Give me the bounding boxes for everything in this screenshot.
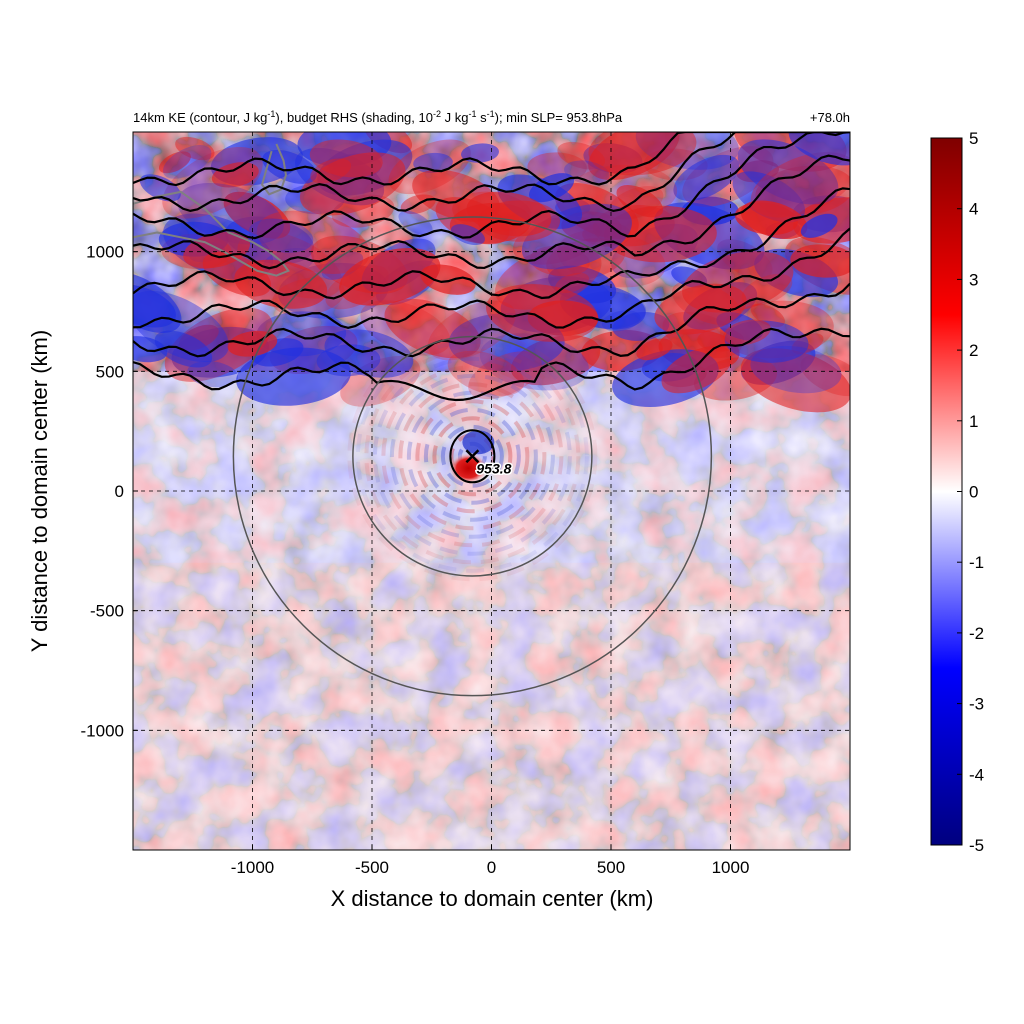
colorbar-tick-label: 0	[969, 483, 978, 502]
title-superscript: -1	[267, 109, 275, 119]
title-superscript: -2	[433, 109, 441, 119]
y-tick-label: 1000	[86, 243, 124, 262]
x-tick-label: -1000	[231, 858, 274, 877]
colorbar-tick-label: -1	[969, 553, 984, 572]
title-superscript: -1	[468, 109, 476, 119]
colorbar-tick-label: -3	[969, 695, 984, 714]
y-tick-label: 0	[115, 482, 124, 501]
chart-title: 14km KE (contour, J kg-1), budget RHS (s…	[133, 109, 623, 125]
colorbar-tick-label: -4	[969, 765, 984, 784]
x-tick-label: 0	[487, 858, 496, 877]
colorbar-ticks: 5 4 3 2 1 0 -1 -2 -3 -4 -5	[957, 129, 984, 855]
storm-center: 953.8	[465, 449, 513, 478]
title-part: 14km KE (contour, J kg	[133, 110, 267, 125]
colorbar-tick-label: 2	[969, 341, 978, 360]
plot-area: 953.8	[133, 132, 850, 850]
y-axis-ticks: -1000 -500 0 500 1000	[81, 243, 138, 740]
forecast-hour: +78.0h	[810, 110, 850, 125]
colorbar-tick-label: 3	[969, 270, 978, 289]
x-tick-label: -500	[355, 858, 389, 877]
colorbar-tick-label: -2	[969, 624, 984, 643]
y-tick-label: -500	[90, 602, 124, 621]
x-axis-ticks: -1000 -500 0 500 1000	[231, 845, 750, 877]
title-part: ); min SLP= 953.8hPa	[495, 110, 623, 125]
title-part: s	[476, 110, 487, 125]
colorbar	[930, 137, 963, 846]
colorbar-tick-label: 4	[969, 200, 978, 219]
y-tick-label: -1000	[81, 721, 124, 740]
x-axis-label: X distance to domain center (km)	[331, 886, 654, 911]
y-tick-label: 500	[96, 362, 124, 381]
range-circles	[232, 216, 713, 697]
title-part: ), budget RHS (shading, 10	[275, 110, 433, 125]
colorbar-tick-label: 1	[969, 412, 978, 431]
x-tick-label: 500	[597, 858, 625, 877]
coastline	[133, 143, 290, 277]
y-axis-label: Y distance to domain center (km)	[27, 330, 52, 652]
range-circle	[352, 335, 593, 577]
min-slp-label: 953.8	[476, 460, 511, 476]
x-tick-label: 1000	[712, 858, 750, 877]
range-circle	[232, 216, 713, 697]
colorbar-tick-label: 5	[969, 129, 978, 148]
title-superscript: -1	[487, 109, 495, 119]
colorbar-tick-label: -5	[969, 836, 984, 855]
title-part: J kg	[441, 110, 468, 125]
